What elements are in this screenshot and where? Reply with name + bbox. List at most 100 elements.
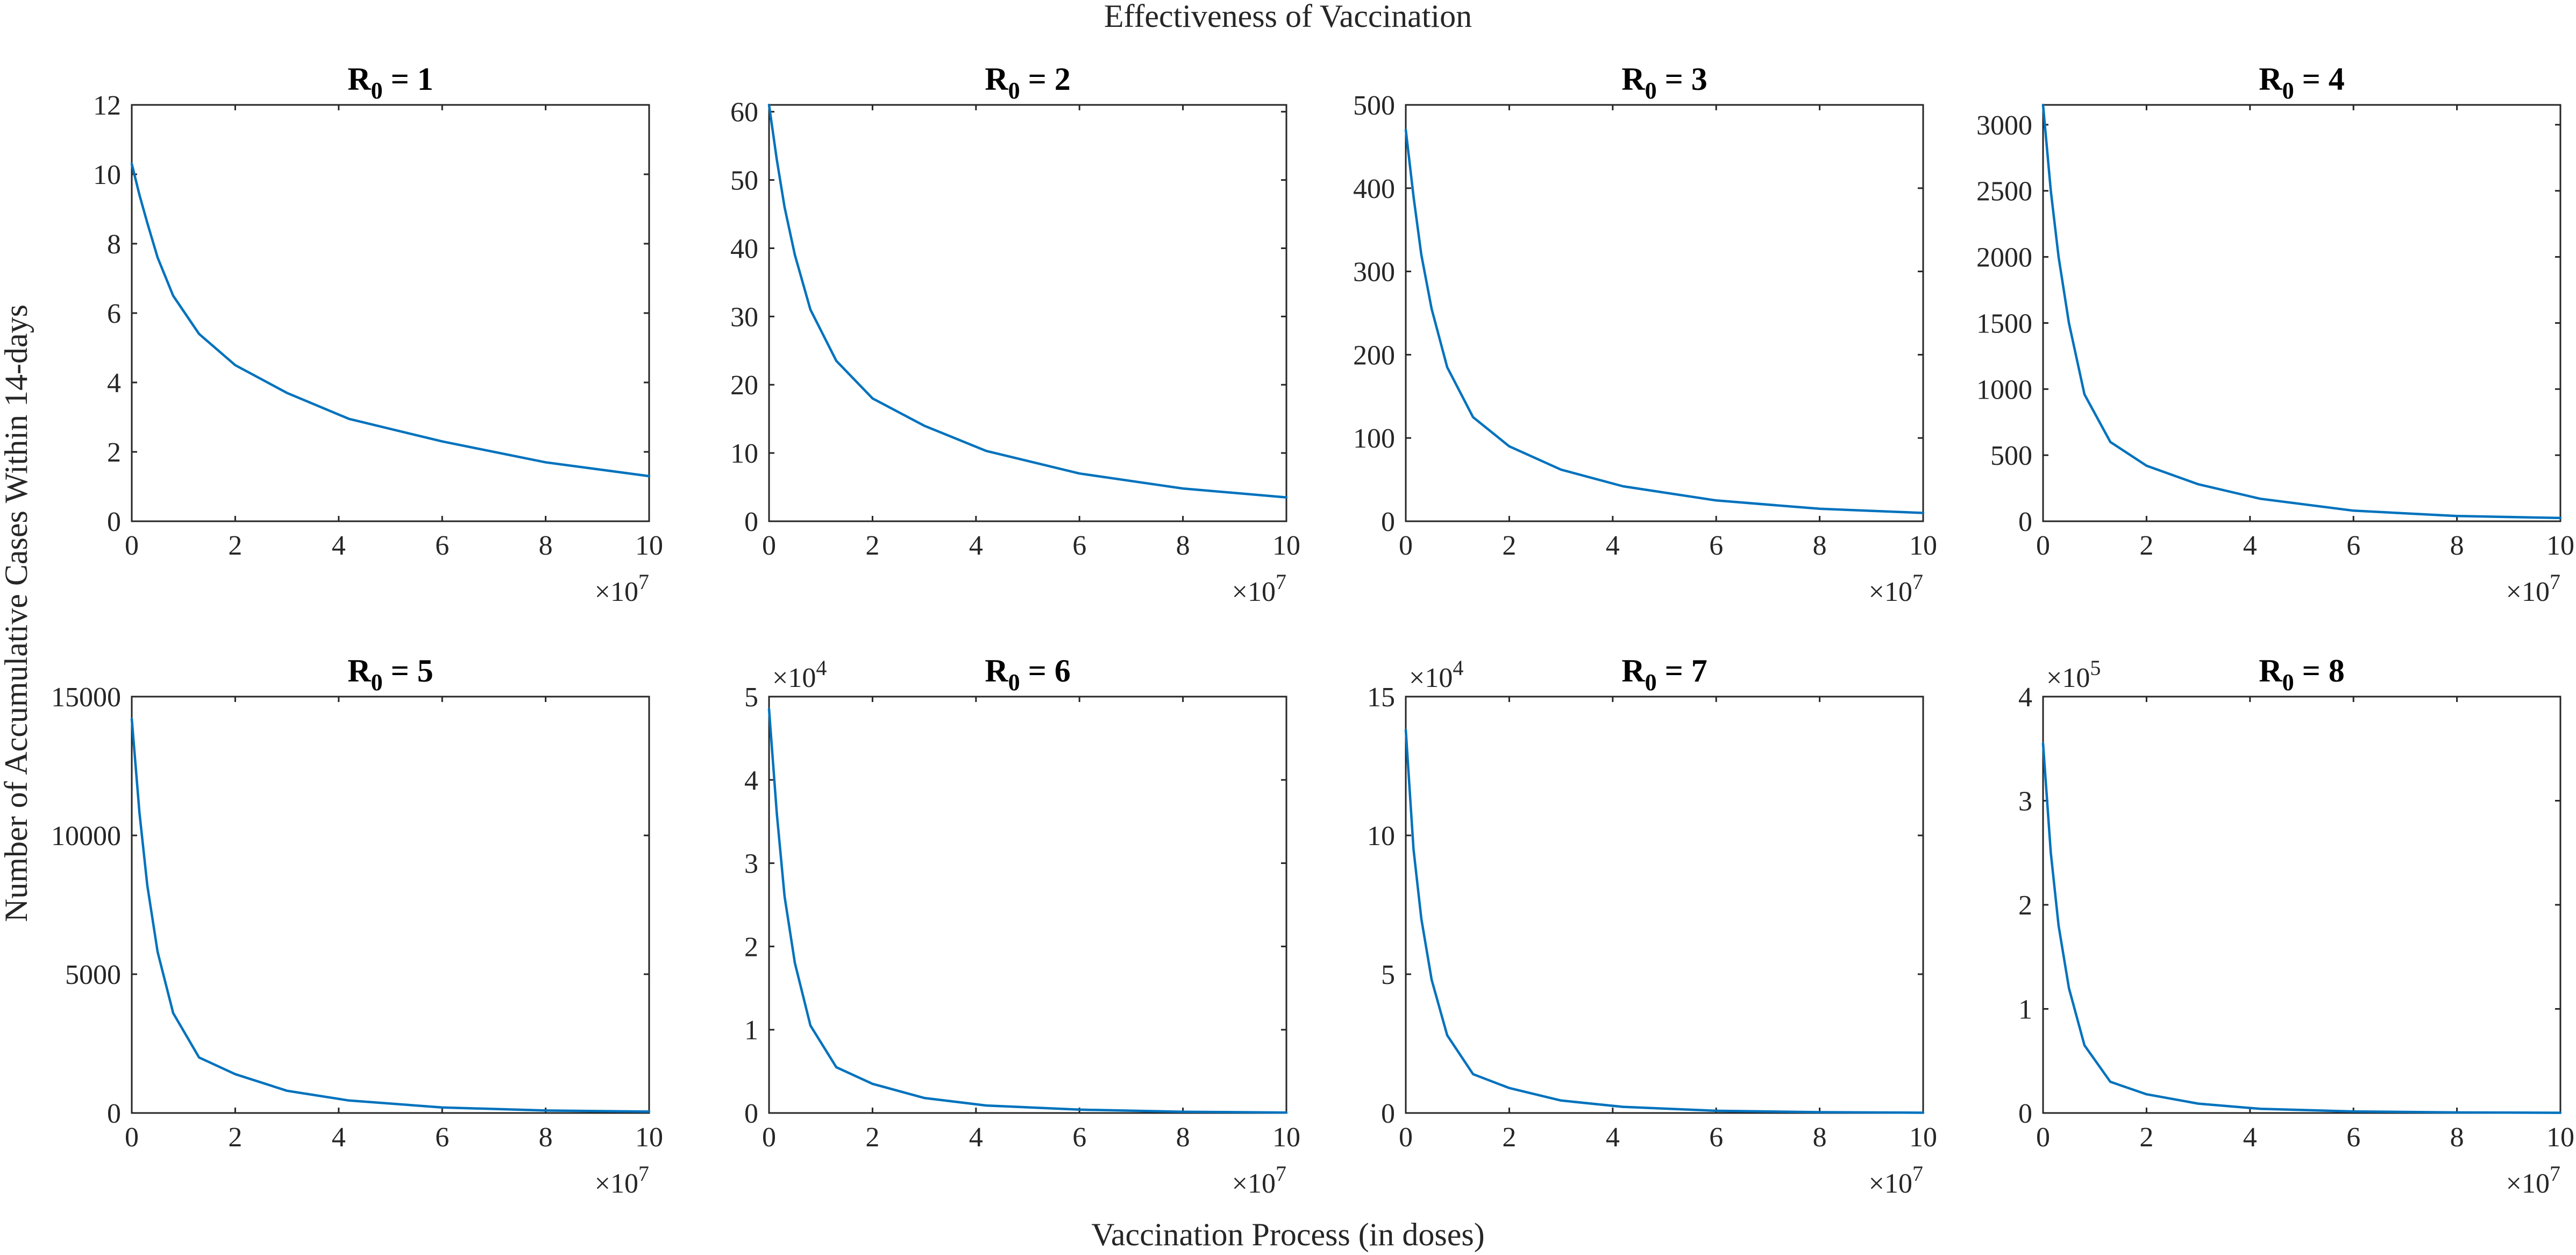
x-tick-label: 6 — [1709, 530, 1723, 561]
plot-title-subscript: 0 — [1008, 669, 1020, 696]
x-exponent-power: 7 — [1912, 570, 1923, 594]
x-tick-label: 6 — [1072, 1122, 1086, 1153]
x-tick-label: 8 — [539, 530, 553, 561]
y-tick-label: 4 — [744, 765, 758, 796]
y-exponent-power: 4 — [1453, 656, 1463, 680]
x-tick-label: 10 — [635, 1122, 663, 1153]
y-tick-label: 0 — [107, 1098, 121, 1129]
x-tick-label: 8 — [539, 1122, 553, 1153]
figure-suptitle: Effectiveness of Vaccination — [1104, 0, 1472, 34]
y-tick-label: 8 — [107, 229, 121, 260]
x-tick-label: 10 — [2546, 530, 2574, 561]
series-line-1 — [767, 707, 1288, 1114]
plot-title-rest: = 1 — [383, 61, 433, 97]
x-tick-label: 0 — [2036, 530, 2050, 561]
y-tick-label: 0 — [2018, 507, 2032, 537]
x-tick-label: 4 — [1606, 1122, 1620, 1153]
y-tick-label: 400 — [1353, 174, 1395, 204]
x-tick-label: 6 — [2346, 530, 2360, 561]
figure-ylabel: Number of Accumulative Cases Within 14-d… — [0, 304, 34, 922]
plot-title: R0 = 3 — [1621, 61, 1707, 104]
plot-title-rest: = 5 — [383, 653, 433, 689]
y-exponent-base: ×10 — [2046, 663, 2090, 693]
y-exponent-label: ×105 — [2046, 656, 2101, 693]
x-tick-label: 2 — [228, 530, 242, 561]
y-tick-label: 15000 — [51, 682, 121, 713]
x-exponent-base: ×10 — [595, 1168, 638, 1199]
y-tick-label: 2 — [107, 437, 121, 468]
series-line-1 — [130, 718, 651, 1113]
x-tick-label: 8 — [1176, 530, 1190, 561]
figure-xlabel: Vaccination Process (in doses) — [1091, 1217, 1484, 1252]
y-tick-label: 300 — [1353, 257, 1395, 288]
subplot-4: R0 = 40 2 4 6 8 10×10705001000150020002500300… — [1976, 61, 2574, 607]
x-tick-label: 2 — [865, 1122, 879, 1153]
y-tick-label: 2500 — [1976, 176, 2032, 207]
x-tick-label: 6 — [435, 530, 449, 561]
series-line-1 — [2041, 742, 2562, 1114]
plot-title: R0 = 7 — [1621, 653, 1707, 696]
plot-title-main: R — [1621, 61, 1645, 97]
x-exponent-power: 7 — [1912, 1161, 1923, 1186]
y-tick-label: 3 — [744, 849, 758, 880]
plot-title-main: R — [2259, 61, 2282, 97]
plot-title-main: R — [2259, 653, 2282, 689]
x-exponent-power: 7 — [1276, 1161, 1286, 1186]
y-tick-label: 15 — [1367, 682, 1395, 713]
y-tick-label: 1000 — [1976, 374, 2032, 405]
x-exponent-base: ×10 — [1869, 1168, 1912, 1199]
plot-area — [2042, 104, 2561, 522]
x-tick-label: 0 — [2036, 1122, 2050, 1153]
x-exponent-label: ×107 — [595, 1161, 649, 1199]
x-tick-label: 4 — [969, 1122, 983, 1153]
y-exponent-label: ×104 — [1409, 656, 1463, 693]
x-tick-label: 2 — [1502, 530, 1516, 561]
x-exponent-base: ×10 — [595, 577, 638, 607]
x-tick-label: 10 — [1909, 1122, 1937, 1153]
plot-title-subscript: 0 — [2282, 77, 2294, 104]
plot-title-subscript: 0 — [1645, 669, 1657, 696]
x-exponent-power: 7 — [2550, 1161, 2560, 1186]
plot-title-subscript: 0 — [1008, 77, 1020, 104]
y-exponent-power: 4 — [816, 656, 827, 680]
y-tick-label: 2 — [2018, 890, 2032, 921]
plot-area — [1405, 104, 1924, 522]
x-exponent-label: ×107 — [1232, 570, 1286, 607]
x-tick-label: 10 — [1272, 530, 1300, 561]
x-tick-label: 2 — [228, 1122, 242, 1153]
y-tick-label: 0 — [2018, 1098, 2032, 1129]
x-exponent-power: 7 — [638, 570, 649, 594]
y-tick-label: 200 — [1353, 340, 1395, 371]
x-tick-label: 4 — [332, 530, 346, 561]
y-tick-label: 0 — [1381, 507, 1395, 537]
y-tick-label: 0 — [744, 1098, 758, 1129]
series-line-1 — [130, 162, 651, 478]
x-tick-label: 8 — [2450, 530, 2464, 561]
y-tick-label: 2000 — [1976, 243, 2032, 273]
y-tick-label: 4 — [107, 368, 121, 399]
plot-title-main: R — [347, 653, 371, 689]
x-tick-label: 2 — [1502, 1122, 1516, 1153]
y-tick-label: 10000 — [51, 821, 121, 852]
plot-title-main: R — [985, 61, 1008, 97]
plot-title-rest: = 8 — [2294, 653, 2345, 689]
y-tick-label: 3000 — [1976, 110, 2032, 141]
plot-title: R0 = 2 — [985, 61, 1071, 104]
y-tick-label: 1500 — [1976, 308, 2032, 339]
x-exponent-base: ×10 — [1869, 577, 1912, 607]
plot-title-main: R — [1621, 653, 1645, 689]
y-exponent-base: ×10 — [772, 663, 816, 693]
x-tick-label: 8 — [1813, 530, 1827, 561]
y-tick-label: 10 — [730, 438, 758, 469]
x-tick-label: 2 — [865, 530, 879, 561]
y-tick-label: 10 — [1367, 821, 1395, 852]
x-tick-label: 10 — [635, 530, 663, 561]
x-exponent-base: ×10 — [1232, 577, 1276, 607]
x-tick-label: 4 — [2243, 530, 2257, 561]
plot-title-rest: = 2 — [1020, 61, 1071, 97]
